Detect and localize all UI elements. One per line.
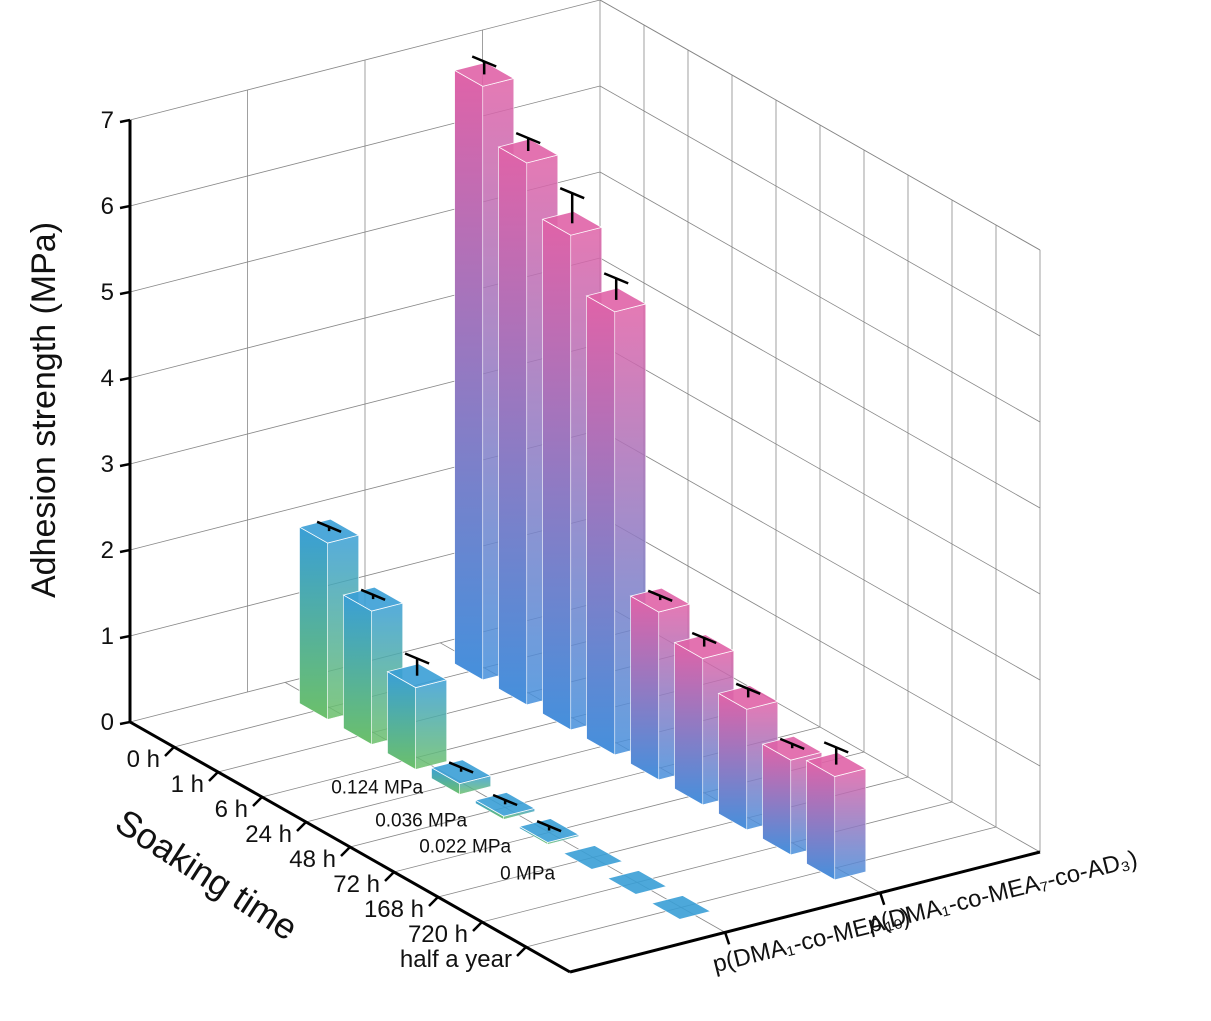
grid-line bbox=[481, 801, 953, 923]
x-tick bbox=[428, 896, 439, 907]
grid-line bbox=[525, 826, 997, 948]
bar-top bbox=[650, 895, 712, 920]
x-tick-label: 168 h bbox=[364, 896, 424, 923]
error-cap bbox=[647, 589, 673, 602]
error-cap bbox=[823, 741, 849, 754]
y-tick-label: 2 bbox=[101, 537, 114, 564]
bar bbox=[650, 895, 712, 920]
legend-label: p(DMA₁-co-MEA₇-co-AD₃) bbox=[865, 845, 1140, 938]
y-tick-label: 5 bbox=[101, 279, 114, 306]
bar-front bbox=[630, 595, 660, 781]
x-tick-label: 48 h bbox=[289, 846, 336, 873]
x-tick bbox=[340, 846, 351, 857]
bar-front bbox=[586, 295, 616, 756]
error-cap bbox=[735, 682, 761, 695]
error-cap bbox=[779, 737, 805, 751]
y-tick-label: 3 bbox=[101, 451, 114, 478]
axis-line bbox=[569, 850, 1041, 974]
bar bbox=[386, 652, 448, 770]
y-tick-label: 4 bbox=[101, 365, 114, 392]
bar-top bbox=[606, 870, 668, 895]
bar-side bbox=[834, 768, 867, 881]
bar-front bbox=[498, 146, 528, 706]
bar bbox=[805, 741, 867, 881]
error-cap bbox=[536, 820, 562, 833]
error-cap bbox=[691, 631, 717, 645]
x-tick bbox=[384, 871, 395, 882]
x-tick-label: 720 h bbox=[408, 921, 468, 948]
error-cap bbox=[603, 272, 629, 285]
error-cap bbox=[559, 187, 585, 200]
y-tick bbox=[119, 376, 131, 382]
bar-front bbox=[387, 671, 416, 770]
bar-side bbox=[415, 679, 447, 770]
z-tick bbox=[723, 932, 731, 945]
bar-front bbox=[806, 760, 836, 881]
x-tick bbox=[516, 946, 527, 957]
bar bbox=[430, 759, 492, 795]
value-label: 0.124 MPa bbox=[331, 778, 423, 799]
value-label: 0.022 MPa bbox=[419, 837, 511, 858]
x-tick-label: 72 h bbox=[333, 871, 380, 898]
error-cap bbox=[492, 793, 518, 807]
error-cap bbox=[448, 761, 474, 774]
y-tick bbox=[119, 720, 131, 726]
z-tick bbox=[879, 892, 886, 906]
bars: 0.124 MPa 0.036 MPa 0.022 MPa 0 MPa bbox=[298, 55, 867, 920]
y-tick-label: 1 bbox=[101, 623, 114, 650]
bar-front bbox=[542, 218, 572, 731]
bar-front bbox=[299, 526, 328, 720]
y-tick-label: 0 bbox=[101, 709, 114, 736]
error-cap bbox=[316, 520, 342, 533]
error-cap bbox=[404, 652, 430, 665]
y-tick bbox=[119, 290, 131, 296]
x-tick-label: 6 h bbox=[215, 796, 248, 823]
x-tick bbox=[208, 771, 219, 782]
x-tick bbox=[472, 921, 483, 932]
x-tick-label: half a year bbox=[400, 946, 512, 973]
x-tick-label: 1 h bbox=[171, 771, 204, 798]
bar bbox=[518, 818, 580, 845]
x-tick-label: 0 h bbox=[127, 746, 160, 773]
value-label: 0 MPa bbox=[500, 863, 555, 884]
y-tick bbox=[119, 204, 131, 210]
x-tick bbox=[164, 746, 175, 757]
bar bbox=[342, 586, 404, 745]
walls bbox=[129, 0, 1041, 973]
bar bbox=[562, 845, 624, 870]
y-axis-title: Adhesion strength (MPa) bbox=[25, 222, 63, 598]
y-tick bbox=[119, 118, 131, 124]
bar bbox=[606, 870, 668, 895]
error-cap bbox=[515, 131, 541, 145]
grid-line bbox=[599, 0, 1041, 251]
bar-top bbox=[562, 845, 624, 870]
x-tick bbox=[296, 821, 307, 832]
value-label: 0.036 MPa bbox=[375, 810, 467, 831]
y-tick bbox=[119, 634, 131, 640]
x-tick-label: 24 h bbox=[245, 821, 292, 848]
bar-front bbox=[762, 743, 792, 856]
x-tick bbox=[252, 796, 263, 807]
bar-front bbox=[718, 692, 748, 831]
bar-front bbox=[343, 594, 372, 745]
y-tick bbox=[119, 548, 131, 554]
y-tick-label: 6 bbox=[101, 193, 114, 220]
error-cap bbox=[360, 588, 386, 601]
bar bbox=[474, 791, 536, 820]
y-tick-label: 7 bbox=[101, 107, 114, 134]
y-tick bbox=[119, 462, 131, 468]
error-cap bbox=[471, 55, 497, 68]
bar-front bbox=[674, 642, 704, 806]
bar-front bbox=[454, 69, 484, 681]
